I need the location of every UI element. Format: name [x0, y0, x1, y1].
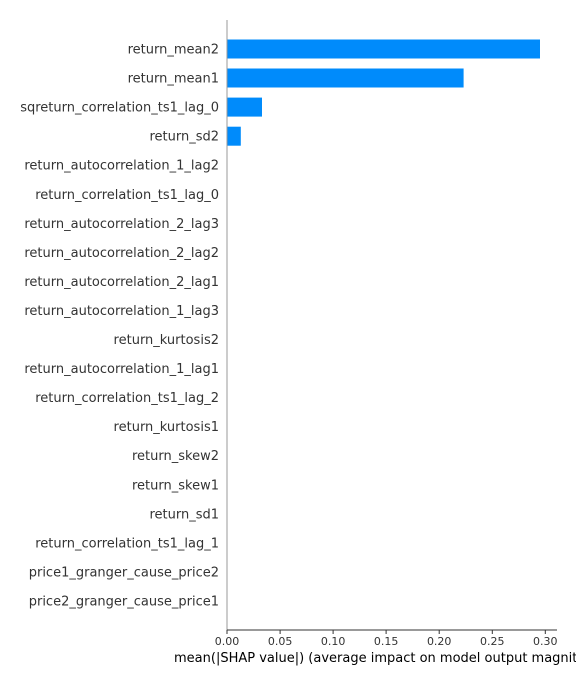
feature-label-return_autocorrelation_2_lag2: return_autocorrelation_2_lag2 — [24, 246, 219, 261]
x-tick-label: 0.25 — [480, 635, 505, 648]
feature-label-return_autocorrelation_2_lag3: return_autocorrelation_2_lag3 — [24, 217, 219, 232]
feature-label-return_correlation_ts1_lag_1: return_correlation_ts1_lag_1 — [35, 536, 219, 551]
feature-label-return_mean1: return_mean1 — [128, 72, 219, 87]
feature-label-return_autocorrelation_1_lag1: return_autocorrelation_1_lag1 — [24, 362, 219, 377]
feature-label-return_sd2: return_sd2 — [149, 130, 219, 145]
feature-label-sqreturn_correlation_ts1_lag_0: sqreturn_correlation_ts1_lag_0 — [20, 101, 219, 116]
feature-label-return_kurtosis2: return_kurtosis2 — [114, 333, 219, 348]
bar-return_sd2 — [227, 126, 241, 146]
x-axis-title: mean(|SHAP value|) (average impact on mo… — [174, 651, 576, 666]
x-tick-label: 0.30 — [533, 635, 558, 648]
x-tick-label: 0.10 — [321, 635, 346, 648]
feature-label-price2_granger_cause_price1: price2_granger_cause_price1 — [29, 595, 219, 610]
feature-label-return_skew1: return_skew1 — [132, 478, 219, 493]
feature-labels: return_mean2 return_mean1 sqreturn_correla… — [20, 43, 219, 610]
x-tick-label: 0.05 — [268, 635, 293, 648]
feature-label-price1_granger_cause_price2: price1_granger_cause_price2 — [29, 565, 219, 580]
bar-return_mean2 — [227, 39, 540, 59]
x-tick-label: 0.20 — [427, 635, 452, 648]
feature-label-return_autocorrelation_1_lag2: return_autocorrelation_1_lag2 — [24, 159, 219, 174]
bars-layer — [227, 39, 540, 146]
x-tick-label: 0.00 — [215, 635, 240, 648]
x-tick-label: 0.15 — [374, 635, 399, 648]
feature-label-return_autocorrelation_2_lag1: return_autocorrelation_2_lag1 — [24, 275, 219, 290]
bar-return_mean1 — [227, 68, 464, 88]
x-axis-ticks: 0.00 0.05 0.10 0.15 0.20 0.25 0.30 — [215, 630, 558, 648]
feature-label-return_kurtosis1: return_kurtosis1 — [114, 420, 219, 435]
feature-label-return_skew2: return_skew2 — [132, 449, 219, 464]
bar-sqreturn_correlation_ts1_lag_0 — [227, 97, 262, 117]
feature-label-return_correlation_ts1_lag_2: return_correlation_ts1_lag_2 — [35, 391, 219, 406]
feature-label-return_sd1: return_sd1 — [149, 507, 219, 522]
feature-label-return_correlation_ts1_lag_0: return_correlation_ts1_lag_0 — [35, 188, 219, 203]
feature-label-return_autocorrelation_1_lag3: return_autocorrelation_1_lag3 — [24, 304, 219, 319]
feature-label-return_mean2: return_mean2 — [128, 43, 219, 58]
